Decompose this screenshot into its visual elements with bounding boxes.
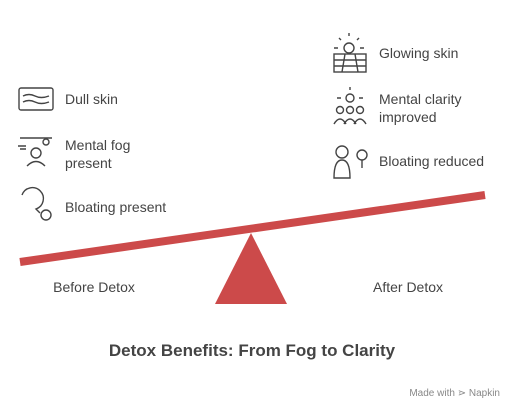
mental-clarity-icon xyxy=(333,87,367,125)
bloating-icon xyxy=(21,186,52,221)
mental-fog-icon xyxy=(18,137,52,167)
dull-skin-icon xyxy=(18,87,54,111)
after-item: Glowing skin xyxy=(379,45,459,61)
seesaw-beam xyxy=(19,191,486,266)
after-item: Bloating reduced xyxy=(379,153,485,169)
fulcrum xyxy=(215,233,287,304)
footer-prefix: Made with xyxy=(409,388,455,399)
before-item: Mental fog present xyxy=(65,137,131,171)
footer: Made with ⋗ Napkin xyxy=(409,388,500,399)
glowing-skin-icon xyxy=(333,33,367,73)
bloating-reduced-icon xyxy=(333,145,368,179)
before-item: Dull skin xyxy=(65,91,118,107)
title: Detox Benefits: From Fog to Clarity xyxy=(108,341,396,360)
after-label: After Detox xyxy=(372,279,444,295)
after-item: Mental clarity improved xyxy=(379,91,462,125)
before-label: Before Detox xyxy=(53,279,135,295)
footer-brand: Napkin xyxy=(468,388,500,399)
before-item: Bloating present xyxy=(65,199,167,215)
